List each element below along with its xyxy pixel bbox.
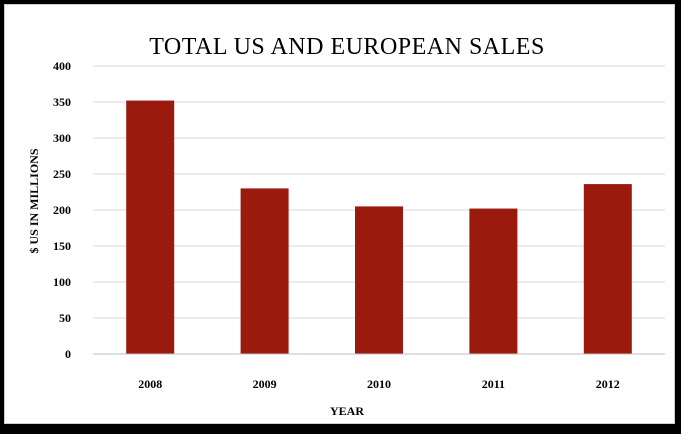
- y-tick-label: 0: [65, 347, 71, 361]
- y-tick-label: 350: [53, 95, 71, 109]
- x-tick-label: 2009: [253, 377, 277, 391]
- y-tick-label: 400: [53, 59, 71, 73]
- y-tick-label: 150: [53, 239, 71, 253]
- chart-panel: TOTAL US AND EUROPEAN SALES 0 50 100 150 200…: [4, 4, 675, 424]
- bar-chart: TOTAL US AND EUROPEAN SALES 0 50 100 150 200…: [27, 34, 665, 418]
- x-tick-label: 2011: [482, 377, 505, 391]
- y-tick-label: 200: [53, 203, 71, 217]
- x-tick-labels: 2008 2009 2010 2011 2012: [138, 377, 620, 391]
- y-tick-label: 250: [53, 167, 71, 181]
- bar-2012: [583, 184, 632, 354]
- y-tick-label: 300: [53, 131, 71, 145]
- bar-2010: [355, 206, 403, 354]
- bars: [126, 100, 632, 354]
- x-tick-label: 2012: [596, 377, 620, 391]
- bar-2008: [126, 100, 175, 354]
- bar-2009: [240, 188, 289, 354]
- y-tick-label: 100: [53, 275, 71, 289]
- y-axis-label: $ US IN MILLIONS: [27, 148, 41, 253]
- bar-2011: [469, 208, 518, 354]
- chart-title: TOTAL US AND EUROPEAN SALES: [149, 34, 545, 60]
- x-tick-label: 2010: [367, 377, 391, 391]
- y-tick-label: 50: [59, 311, 71, 325]
- y-tick-labels: 0 50 100 150 200 250 300 350 400: [53, 59, 71, 361]
- x-axis-label: YEAR: [330, 404, 364, 418]
- x-tick-label: 2008: [138, 377, 162, 391]
